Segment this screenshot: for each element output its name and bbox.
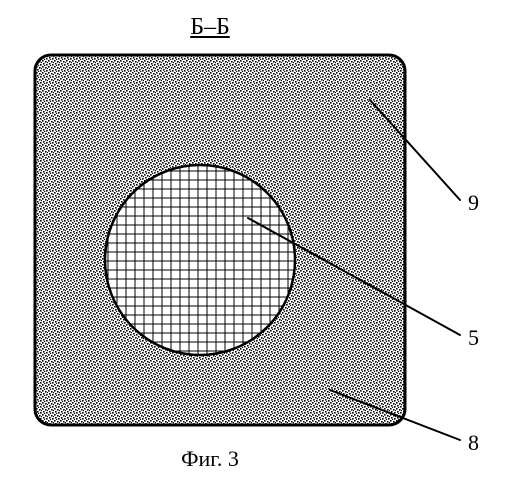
callout-8: 8 — [468, 430, 479, 456]
section-title: Б–Б — [0, 14, 420, 41]
figure-caption: Фиг. 3 — [0, 446, 420, 472]
callout-9: 9 — [468, 190, 479, 216]
inner-circle — [105, 165, 295, 355]
diagram-svg — [0, 0, 505, 500]
callout-5: 5 — [468, 325, 479, 351]
